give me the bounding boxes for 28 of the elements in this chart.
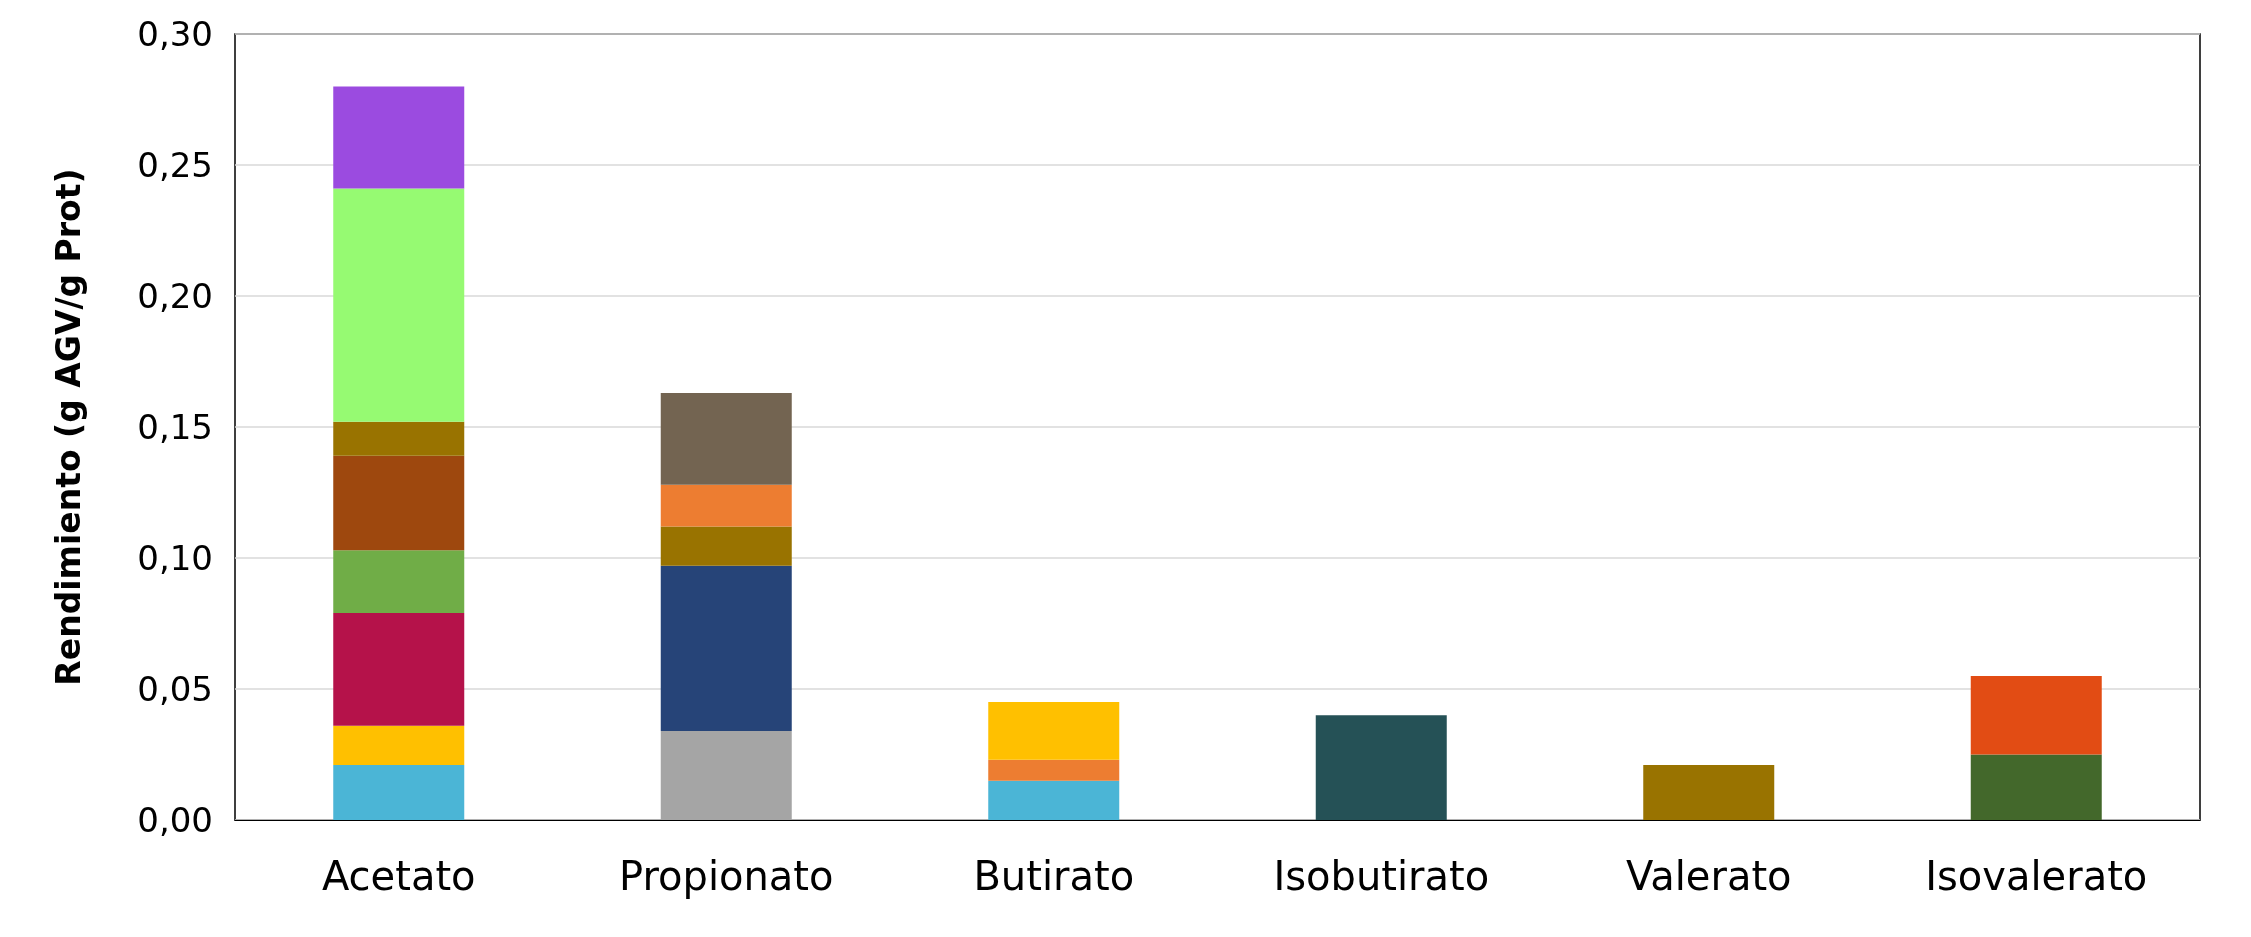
- x-tick-label: Butirato: [973, 853, 1135, 899]
- x-tick-label: Acetato: [321, 853, 476, 899]
- x-tick-label: Isobutirato: [1273, 853, 1490, 899]
- bar: [333, 188, 465, 422]
- bar: [660, 565, 792, 731]
- y-tick-label: 0,05: [137, 669, 213, 709]
- bar: [660, 730, 792, 820]
- x-tick-label: Valerato: [1625, 853, 1792, 899]
- bar: [333, 86, 465, 189]
- x-tick-label: Isovalerato: [1925, 853, 2148, 899]
- bar: [660, 392, 792, 485]
- y-axis-title: Rendimiento (g AGV/g Prot): [49, 168, 88, 686]
- bar: [1970, 754, 2102, 820]
- y-tick-label: 0,25: [137, 145, 213, 185]
- bar: [333, 764, 465, 820]
- y-tick-label: 0,00: [137, 800, 213, 840]
- y-tick-label: 0,15: [137, 407, 213, 447]
- bar: [333, 421, 465, 456]
- y-tick-label: 0,30: [137, 14, 213, 54]
- bar: [1315, 715, 1447, 820]
- y-tick-label: 0,10: [137, 538, 213, 578]
- x-tick-label: Propionato: [619, 853, 834, 899]
- bar: [1970, 675, 2102, 755]
- y-tick-label: 0,20: [137, 276, 213, 316]
- bar: [988, 780, 1120, 820]
- bar: [333, 613, 465, 726]
- bar: [333, 550, 465, 614]
- bar: [333, 455, 465, 551]
